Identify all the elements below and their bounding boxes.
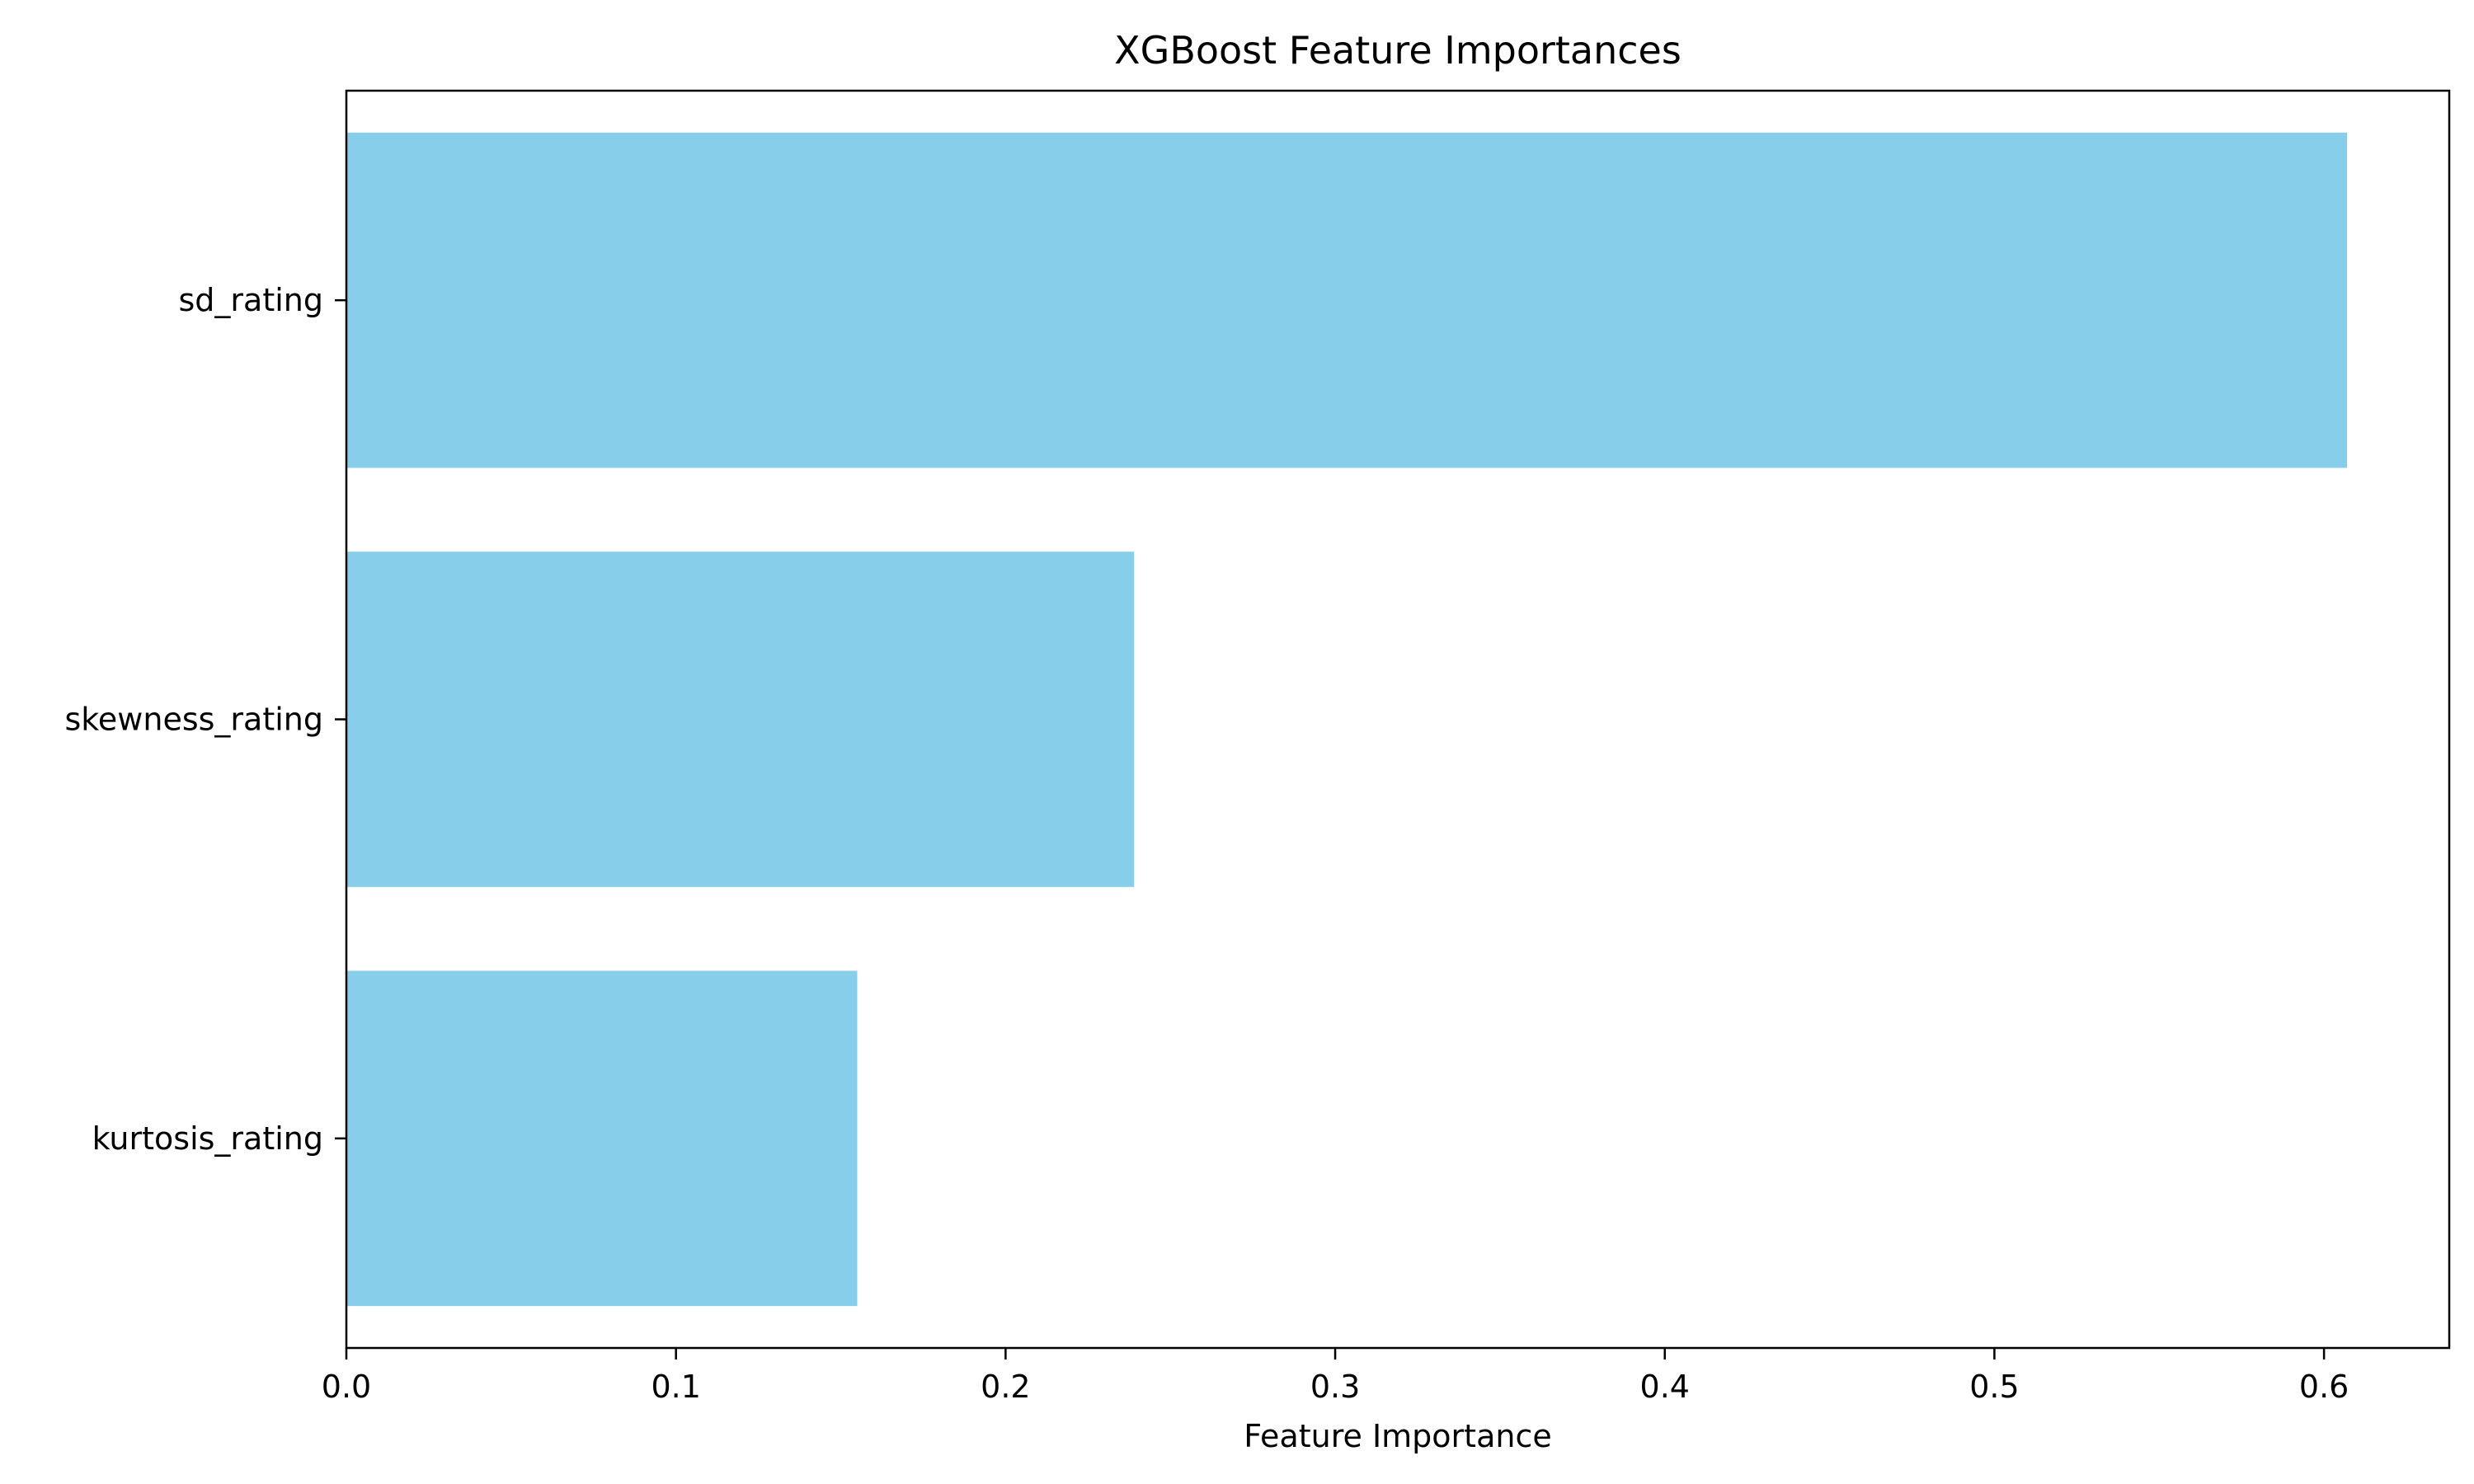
x-tick-label: 0.1 xyxy=(651,1369,700,1405)
x-tick-label: 0.0 xyxy=(322,1369,371,1405)
x-tick-label: 0.5 xyxy=(1969,1369,2019,1405)
x-tick-label: 0.6 xyxy=(2299,1369,2349,1405)
x-axis-label: Feature Importance xyxy=(1244,1418,1551,1454)
bars-layer xyxy=(346,132,2348,1307)
x-tick-label: 0.3 xyxy=(1310,1369,1360,1405)
x-tick-label: 0.2 xyxy=(981,1369,1030,1405)
bar-skewness_rating xyxy=(346,552,1135,887)
y-tick-label: sd_rating xyxy=(179,282,324,318)
y-tick-label: kurtosis_rating xyxy=(92,1120,323,1157)
ticks-layer: sd_rating skewness_rating kurtosis_rating 0… xyxy=(64,282,2349,1405)
bar-sd_rating xyxy=(346,132,2348,468)
chart-title: XGBoost Feature Importances xyxy=(1114,28,1681,73)
x-tick-label: 0.4 xyxy=(1640,1369,1690,1405)
bar-kurtosis_rating xyxy=(346,970,858,1307)
y-tick-label: skewness_rating xyxy=(64,702,323,738)
plot-frame xyxy=(345,89,2451,1350)
